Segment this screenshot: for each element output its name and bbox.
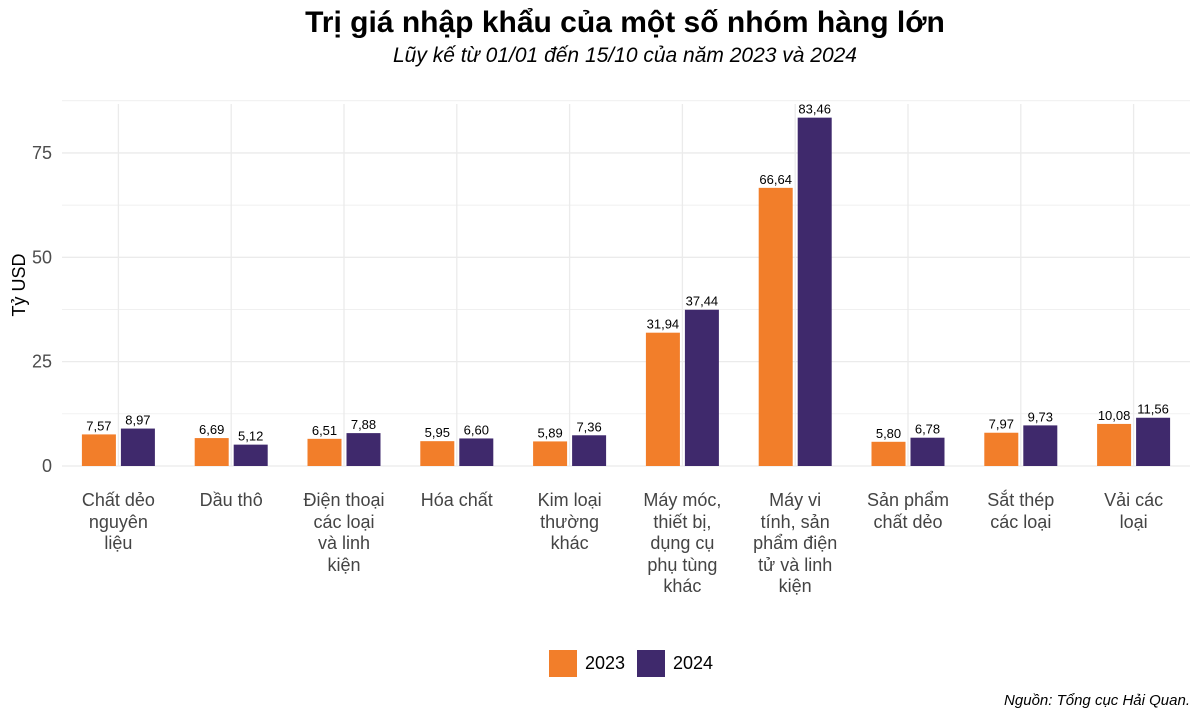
bar-2024 xyxy=(1136,417,1171,466)
x-tick-label-line: Chất dẻo xyxy=(81,490,155,510)
x-tick-label-line: Vải các xyxy=(1104,490,1164,510)
x-tick-label-line: Máy vi xyxy=(769,490,822,510)
y-axis: 0 25 50 75 xyxy=(32,143,52,476)
bar-2024 xyxy=(572,435,607,466)
x-tick-label-line: nguyên xyxy=(88,511,148,532)
data-label-2024: 11,56 xyxy=(1137,402,1169,417)
bar-2024 xyxy=(1023,425,1058,466)
data-label-2023: 10,08 xyxy=(1098,408,1131,423)
bar-2024 xyxy=(233,444,268,466)
x-tick-label-line: các loại xyxy=(313,511,375,532)
y-axis-label: Tỷ USD xyxy=(9,253,29,316)
x-tick-label: Máy vi tính, sản phẩm điện tử và linh kiện xyxy=(735,490,855,598)
x-tick-label-line: Hóa chất xyxy=(420,490,493,510)
legend-label-2024: 2024 xyxy=(673,653,714,673)
x-tick-label-line: Kim loại xyxy=(537,490,602,510)
bar-2023 xyxy=(984,432,1019,466)
x-tick-label: Chất dẻo nguyên liệu xyxy=(58,490,178,555)
x-tick-label-line: dụng cụ xyxy=(650,533,715,553)
data-label-2024: 8,97 xyxy=(125,413,150,428)
bar-chart: 0 25 50 75 7,57 6,69 6,51 5,95 5,89 31,94 66,64 5,… xyxy=(9,100,1190,476)
x-tick-label: Dầu thô xyxy=(171,490,291,512)
data-label-2023: 31,94 xyxy=(647,317,680,332)
x-tick-label-line: phụ tùng xyxy=(647,554,718,575)
bar-2024 xyxy=(797,117,832,467)
data-label-2023: 7,57 xyxy=(86,418,111,433)
bar-2023 xyxy=(645,332,680,466)
bars xyxy=(81,117,1171,467)
bar-2024 xyxy=(120,428,155,466)
x-tick-label-line: và linh xyxy=(317,533,371,553)
bar-2024 xyxy=(684,309,719,466)
data-label-2023: 7,97 xyxy=(989,417,1014,432)
x-tick-label-line: Điện thoại xyxy=(303,490,385,510)
bar-2023 xyxy=(533,441,568,466)
x-tick-label-line: thiết bị, xyxy=(653,511,712,532)
x-tick-label-line: các loại xyxy=(990,511,1052,532)
x-tick-label: Sản phẩm chất dẻo xyxy=(848,490,968,533)
x-tick-label: Máy móc, thiết bị, dụng cụ phụ tùng khác xyxy=(622,490,742,598)
x-tick-label-line: chất dẻo xyxy=(873,511,943,532)
x-tick-label: Hóa chất xyxy=(397,490,517,512)
data-label-2023: 5,89 xyxy=(537,425,562,440)
x-tick-label-line: khác xyxy=(663,576,702,596)
x-tick-label-line: Sản phẩm xyxy=(866,490,950,510)
x-tick-label-line: Sắt thép xyxy=(987,490,1055,510)
chart-subtitle: Lũy kế từ 01/01 đến 15/10 của năm 2023 v… xyxy=(393,44,857,67)
data-label-2024: 6,78 xyxy=(915,422,940,437)
bar-2024 xyxy=(910,437,945,466)
x-tick-label: Sắt thép các loại xyxy=(961,490,1081,533)
bar-2023 xyxy=(307,438,342,466)
data-label-2023: 66,64 xyxy=(759,172,792,187)
data-label-2024: 9,73 xyxy=(1028,409,1053,424)
data-labels: 7,57 6,69 6,51 5,95 5,89 31,94 66,64 5,80 7,97 10… xyxy=(86,102,1169,444)
bar-2023 xyxy=(758,187,793,466)
data-label-2023: 6,69 xyxy=(199,422,224,437)
bar-2023 xyxy=(81,434,116,466)
x-tick-label: Vải các loại xyxy=(1074,490,1194,533)
data-label-2024: 7,88 xyxy=(351,417,376,432)
legend-label-2023: 2023 xyxy=(584,653,625,673)
x-tick-label-line: kiện xyxy=(327,554,361,575)
data-label-2023: 5,80 xyxy=(876,426,901,441)
y-tick-label: 0 xyxy=(42,456,52,476)
source-note: Nguồn: Tổng cục Hải Quan. xyxy=(1004,692,1190,709)
legend-item-2023: 2023 xyxy=(548,650,625,677)
data-label-2024: 83,46 xyxy=(798,102,831,117)
data-label-2023: 6,51 xyxy=(312,423,337,438)
x-tick-label-line: phẩm điện xyxy=(753,533,838,553)
x-tick-label-line: loại xyxy=(1119,511,1148,532)
bar-2024 xyxy=(459,438,494,466)
legend-swatch-2023 xyxy=(548,650,577,677)
data-label-2023: 5,95 xyxy=(425,425,450,440)
bar-2023 xyxy=(194,438,229,466)
bar-2023 xyxy=(871,441,906,466)
data-label-2024: 7,36 xyxy=(576,419,601,434)
legend: 2023 2024 xyxy=(0,650,1200,677)
x-tick-label-line: thường xyxy=(540,511,600,532)
x-tick-label: Điện thoại các loại và linh kiện xyxy=(284,490,404,576)
x-tick-label-line: kiện xyxy=(778,576,812,596)
y-tick-label: 25 xyxy=(32,352,52,372)
x-tick-label-line: Dầu thô xyxy=(199,490,263,510)
bar-2023 xyxy=(1097,423,1132,466)
x-tick-label-line: Máy móc, xyxy=(643,490,722,510)
data-label-2024: 6,60 xyxy=(464,422,489,437)
bar-2023 xyxy=(420,441,455,466)
x-tick-label-line: tử và linh xyxy=(758,554,833,575)
x-tick-label: Kim loại thường khác xyxy=(510,490,630,555)
y-tick-label: 75 xyxy=(32,143,52,163)
bar-2024 xyxy=(346,433,381,466)
legend-swatch-2024 xyxy=(637,650,665,677)
x-tick-label-line: liệu xyxy=(104,533,133,553)
legend-item-2024: 2024 xyxy=(637,650,713,677)
x-tick-label-line: khác xyxy=(550,533,589,553)
x-tick-label-line: tính, sản xyxy=(760,511,830,532)
data-label-2024: 5,12 xyxy=(238,429,263,444)
chart-title: Trị giá nhập khẩu của một số nhóm hàng l… xyxy=(305,6,945,39)
grid-lines xyxy=(62,100,1190,467)
data-label-2024: 37,44 xyxy=(686,294,719,309)
y-tick-label: 50 xyxy=(32,247,52,267)
